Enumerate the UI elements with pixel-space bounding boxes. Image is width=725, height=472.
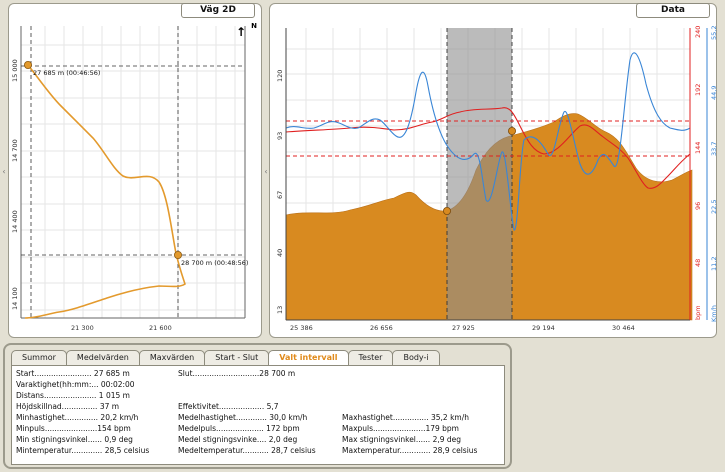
left-y-tick: 13 [276, 306, 284, 314]
speed-line [285, 52, 691, 231]
map-x-tick: 21 600 [149, 324, 172, 332]
route-map-canvas[interactable]: 27 685 m (00:46:56) 28 700 m (00:48:56) … [9, 4, 263, 339]
interval-info-box: Start........................ 27 685 m V… [11, 365, 505, 465]
tab-start-slut[interactable]: Start - Slut [204, 350, 270, 365]
info-mintemperatur: Mintemperatur............. 28,5 celsius [16, 446, 150, 455]
heart-rate-line [285, 107, 691, 189]
heart-rate-tick: 96 [694, 202, 702, 210]
left-y-tick: 40 [276, 249, 284, 257]
info-minhastighet: Minhastighet.............. 20,2 km/h [16, 413, 139, 422]
tab-body-i[interactable]: Body-i [392, 350, 440, 365]
data-graph-panel[interactable]: 120 93 67 40 13 240 192 144 96 48 bpm 55… [269, 3, 718, 339]
selection-end-marker [507, 127, 516, 136]
map-x-tick: 21 300 [71, 324, 94, 332]
info-maxtemperatur: Maxtemperatur............. 28,9 celsius [342, 446, 478, 455]
left-y-tick: 93 [276, 132, 284, 140]
selection-start-marker [442, 206, 451, 215]
data-graph-title: Data [636, 3, 710, 18]
tab-maxvarden[interactable]: Maxvärden [138, 350, 206, 365]
tab-tester[interactable]: Tester [347, 350, 394, 365]
distance-x-tick: 29 194 [532, 324, 555, 332]
map-y-tick: 14 700 [11, 139, 19, 162]
info-varaktighet: Varaktighet(hh:mm:... 00:02:00 [16, 380, 135, 389]
info-min-stigning: Min stigningsvinkel...... 0,9 deg [16, 435, 133, 444]
route-line [24, 64, 186, 319]
info-minpuls: Minpuls......................154 bpm [16, 424, 131, 433]
info-medel-stigning: Medel stigningsvinke.... 2,0 deg [178, 435, 298, 444]
tab-medelvarden[interactable]: Medelvärden [65, 350, 140, 365]
heart-rate-tick: 240 [694, 26, 702, 38]
route-end-label: 28 700 m (00:48:56) [181, 259, 248, 267]
distance-x-tick: 26 656 [370, 324, 393, 332]
map-y-tick: 14 400 [11, 210, 19, 233]
speed-axis-label: Km/h [710, 305, 718, 322]
info-slut: Slut............................28 700 m [178, 369, 296, 378]
route-start-label: 27 685 m (00:46:56) [33, 69, 100, 77]
distance-x-tick: 25 386 [290, 324, 313, 332]
speed-tick: 44,9 [710, 86, 718, 100]
distance-x-tick: 30 464 [612, 324, 635, 332]
route-end-marker [173, 250, 182, 259]
tab-summor[interactable]: Summor [11, 350, 67, 365]
route-start-marker [23, 61, 32, 70]
info-hojdskillnad: Höjdskillnad............... 37 m [16, 402, 120, 411]
info-max-stigning: Max stigningsvinkel...... 2,9 deg [342, 435, 462, 444]
statistics-panel: Summor Medelvärden Maxvärden Start - Slu… [3, 343, 512, 469]
north-label: N [251, 22, 257, 30]
statistics-tab-bar: Summor Medelvärden Maxvärden Start - Slu… [11, 350, 440, 366]
map-y-tick: 15 000 [11, 59, 19, 82]
info-maxhastighet: Maxhastighet............... 35,2 km/h [342, 413, 470, 422]
heart-rate-tick: 48 [694, 259, 702, 267]
left-y-tick: 120 [276, 70, 284, 82]
info-medeltemperatur: Medeltemperatur........... 28,7 celsius [178, 446, 316, 455]
info-medelpuls: Medelpuls.................... 172 bpm [178, 424, 300, 433]
speed-tick: 22,5 [710, 200, 718, 214]
collapse-right-handle-icon[interactable]: ‹ [264, 167, 268, 176]
info-start: Start........................ 27 685 m [16, 369, 130, 378]
heart-rate-tick: 192 [694, 84, 702, 96]
north-arrow-icon: ↑ [235, 25, 246, 39]
collapse-left-handle-icon[interactable]: ‹ [2, 167, 6, 176]
info-medelhastighet: Medelhastighet............. 30,0 km/h [178, 413, 308, 422]
speed-tick: 33,7 [710, 142, 718, 156]
map-y-tick: 14 100 [11, 287, 19, 310]
heart-rate-tick: 144 [694, 142, 702, 154]
selection-interval [447, 28, 512, 320]
heart-rate-axis-label: bpm [694, 305, 702, 320]
route-map-panel[interactable]: Väg 2D N ↑ [8, 3, 262, 338]
route-map-title: Väg 2D [181, 3, 255, 18]
tab-valt-intervall[interactable]: Valt intervall [268, 350, 349, 366]
info-distans: Distans...................... 1 015 m [16, 391, 130, 400]
data-graph-canvas[interactable]: 120 93 67 40 13 240 192 144 96 48 bpm 55… [270, 4, 718, 339]
speed-tick: 11,2 [710, 257, 718, 271]
left-y-tick: 67 [276, 191, 284, 199]
speed-tick: 55,2 [710, 26, 718, 40]
info-maxpuls: Maxpuls......................179 bpm [342, 424, 459, 433]
info-effektivitet: Effektivitet................... 5,7 [178, 402, 279, 411]
distance-x-tick: 27 925 [452, 324, 475, 332]
